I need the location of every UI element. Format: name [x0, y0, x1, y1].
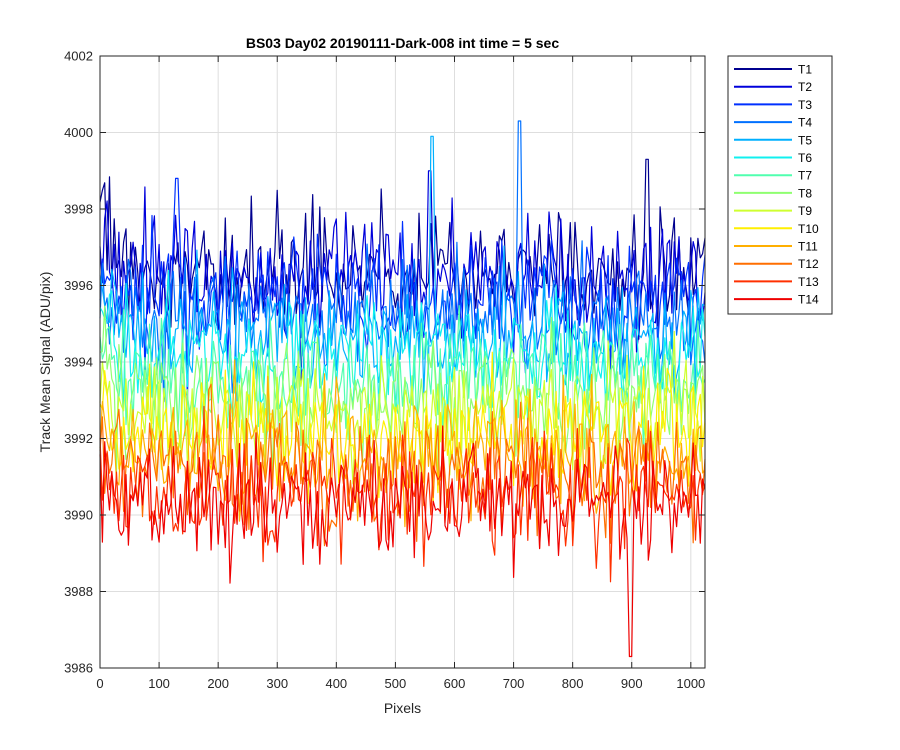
y-tick-label: 3994 [64, 355, 93, 370]
series-line-t7 [99, 305, 706, 459]
series-line-t11 [99, 359, 706, 528]
axis-ticks: 0 100 200 300 400 500 600 700 800 900 1000 3986 3988… [64, 49, 705, 692]
x-tick-label: 400 [325, 676, 347, 691]
series-line-t13 [99, 405, 706, 583]
y-tick-label: 3986 [64, 661, 93, 676]
legend-label: T8 [798, 186, 812, 200]
y-tick-label: 4000 [64, 125, 93, 140]
chart-title: BS03 Day02 20190111-Dark-008 int time = … [246, 35, 559, 51]
legend-label: T5 [798, 133, 812, 147]
legend-label: T9 [798, 204, 812, 218]
y-tick-label: 3998 [64, 202, 93, 217]
legend-label: T6 [798, 151, 812, 165]
legend-label: T7 [798, 169, 812, 183]
y-tick-label: 4002 [64, 49, 93, 64]
y-tick-label: 3996 [64, 278, 93, 293]
y-axis-title: Track Mean Signal (ADU/pix) [37, 272, 53, 453]
x-tick-label: 100 [148, 676, 170, 691]
y-tick-label: 3992 [64, 431, 93, 446]
x-tick-label: 700 [503, 676, 525, 691]
legend-label: T1 [798, 63, 812, 77]
series-line-t6 [99, 269, 706, 418]
x-tick-label: 500 [385, 676, 407, 691]
series-line-t2 [99, 170, 706, 384]
x-tick-label: 0 [96, 676, 103, 691]
series-line-t4 [99, 120, 706, 403]
x-tick-label: 800 [562, 676, 584, 691]
x-tick-label: 1000 [676, 676, 705, 691]
legend-label: T10 [798, 222, 819, 236]
legend-label: T2 [798, 80, 812, 94]
legend-label: T14 [798, 293, 819, 307]
legend-label: T4 [798, 116, 812, 130]
x-tick-label: 300 [266, 676, 288, 691]
plot-area: 0 100 200 300 400 500 600 700 800 900 1000 3986 3988… [64, 49, 706, 692]
x-tick-label: 200 [207, 676, 229, 691]
legend-label: T12 [798, 257, 819, 271]
legend-label: T11 [798, 240, 818, 254]
legend-label: T13 [798, 275, 819, 289]
series-line-t14 [99, 425, 706, 658]
series-lines [99, 120, 706, 658]
y-tick-label: 3988 [64, 584, 93, 599]
x-tick-label: 600 [444, 676, 466, 691]
x-tick-label: 900 [621, 676, 643, 691]
y-tick-label: 3990 [64, 508, 93, 523]
legend: T1 T2 T3 T4 T5 T6 T7 T8 T9 T10 T11 T12 T13 T14 [727, 55, 833, 315]
legend-box [727, 55, 833, 315]
x-axis-title: Pixels [384, 700, 421, 716]
legend-label: T3 [798, 98, 812, 112]
